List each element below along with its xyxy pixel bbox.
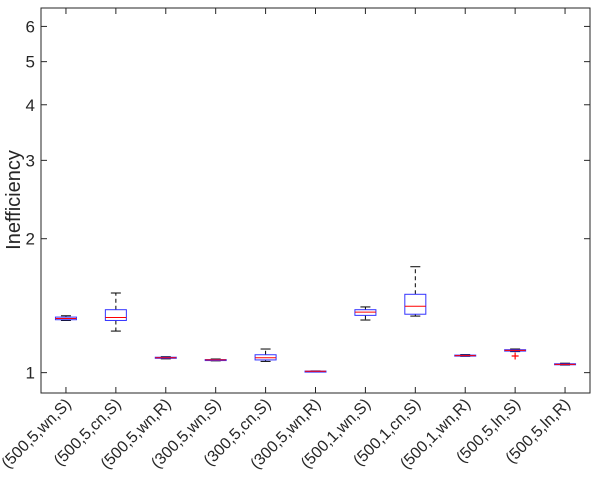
y-tick-label: 1	[26, 364, 35, 383]
box-group	[254, 348, 277, 362]
box-group	[404, 266, 427, 317]
box-group	[54, 315, 77, 321]
box-group	[504, 348, 527, 360]
y-tick-label: 2	[26, 230, 35, 249]
box-group	[304, 370, 327, 373]
box-group	[554, 362, 577, 366]
box-group	[454, 354, 477, 357]
y-tick-label: 4	[26, 96, 35, 115]
iqr-box	[104, 309, 127, 321]
outlier-marker	[511, 352, 519, 360]
box-group	[154, 356, 177, 360]
y-tick-label: 5	[26, 53, 35, 72]
y-tick-label: 3	[26, 151, 35, 170]
y-axis-label: Inefficiency	[3, 150, 25, 250]
iqr-box	[404, 293, 427, 315]
box-group	[204, 358, 227, 362]
axes-layer: 123456(500,5,wn,S)(500,5,cn,S)(500,5,wn,…	[0, 7, 591, 473]
y-tick-label: 6	[26, 17, 35, 36]
box-group	[354, 306, 377, 321]
boxes-layer	[54, 266, 577, 373]
box-group	[104, 292, 127, 332]
plot-frame	[40, 7, 591, 394]
